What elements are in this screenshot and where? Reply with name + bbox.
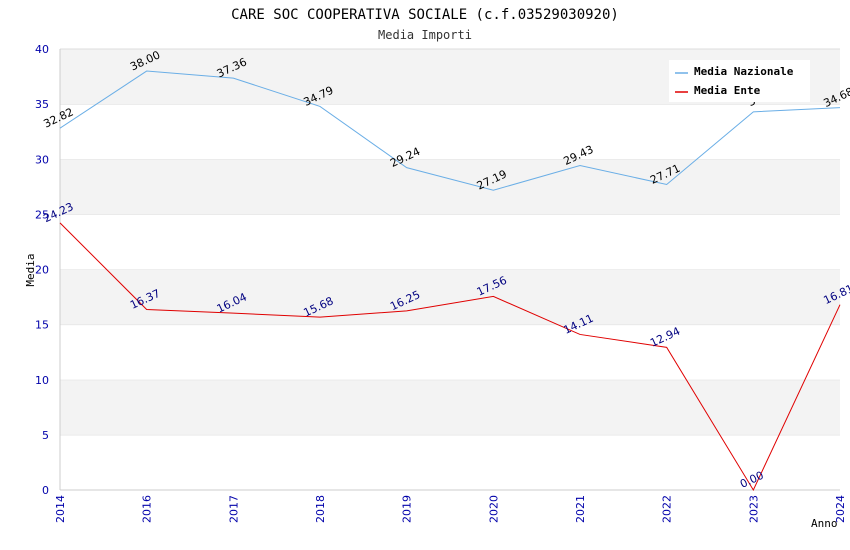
grid-band [60, 104, 840, 160]
x-tick-label: 2021 [574, 495, 587, 523]
x-axis-label: Anno [811, 517, 838, 530]
grid-band [60, 324, 840, 380]
y-tick-label: 5 [42, 429, 49, 442]
x-ticks: 2014 2016 2017 2018 2019 2020 2021 2022 2023 2024 [54, 495, 847, 523]
y-axis-label: Media [24, 253, 37, 286]
grid-band [60, 379, 840, 435]
y-tick-label: 40 [35, 43, 49, 56]
legend-label-media-ente: Media Ente [694, 84, 761, 97]
series-lines [59, 70, 841, 492]
grid-bands [60, 48, 840, 490]
series-line-media-nazionale [59, 70, 841, 191]
legend: Media Nazionale Media Ente [669, 60, 810, 102]
axes [59, 49, 840, 491]
x-tick-label: 2019 [401, 495, 414, 523]
y-tick-label: 30 [35, 153, 49, 166]
x-tick-label: 2023 [747, 495, 760, 523]
x-tick-label: 2024 [834, 495, 847, 523]
chart-title: CARE SOC COOPERATIVA SOCIALE (c.f.035290… [231, 7, 619, 23]
x-tick-label: 2022 [661, 495, 674, 523]
grid-band [60, 159, 840, 215]
x-tick-label: 2014 [54, 495, 67, 523]
y-tick-label: 15 [35, 319, 49, 332]
y-tick-label: 35 [35, 98, 49, 111]
x-tick-label: 2017 [227, 495, 240, 523]
grid-band [60, 214, 840, 270]
y-tick-label: 0 [42, 484, 49, 497]
y-tick-label: 20 [35, 264, 49, 277]
grid-band [60, 269, 840, 325]
x-tick-label: 2016 [141, 495, 154, 523]
legend-label-media-nazionale: Media Nazionale [694, 65, 794, 78]
x-tick-label: 2020 [487, 495, 500, 523]
y-tick-label: 10 [35, 374, 49, 387]
series-line-media-ente [59, 222, 841, 492]
x-tick-label: 2018 [314, 495, 327, 523]
legend-box [669, 60, 810, 102]
grid-band [60, 434, 840, 490]
y-tick-label: 25 [35, 208, 49, 221]
y-ticks: 0 5 10 15 20 25 30 35 40 [35, 43, 49, 497]
chart-subtitle: Media Importi [378, 28, 472, 42]
